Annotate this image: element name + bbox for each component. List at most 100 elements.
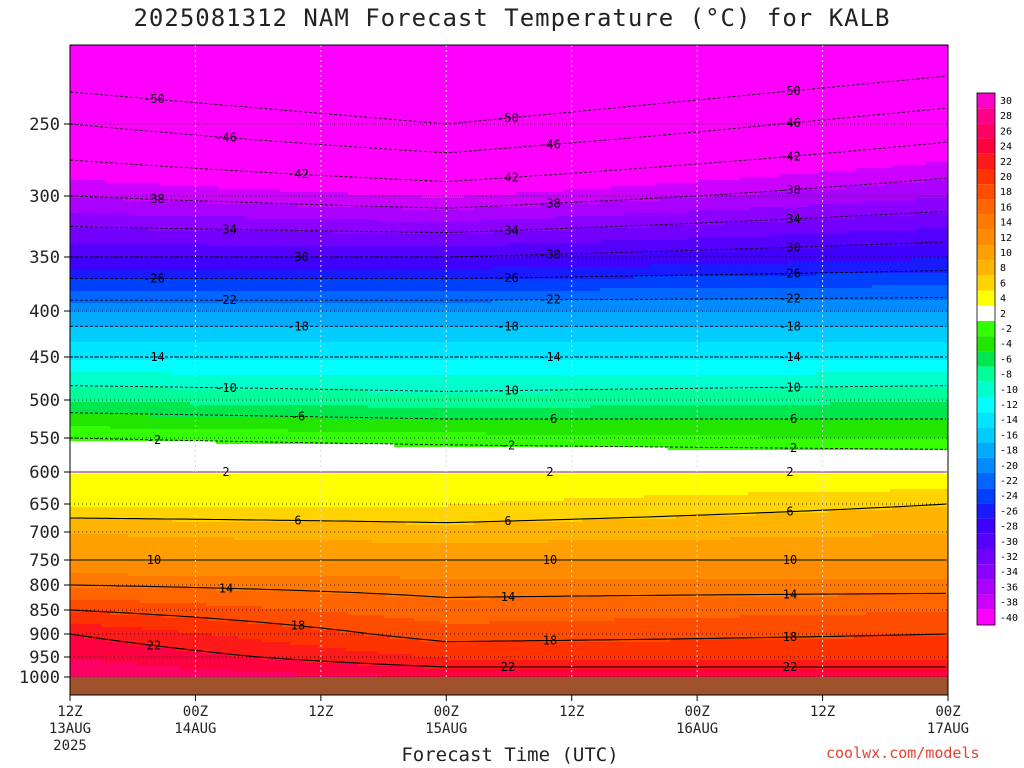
colorbar-swatch: [977, 351, 995, 367]
colorbar-label: -4: [1000, 339, 1012, 350]
contour-line: [70, 75, 947, 125]
y-tick-label: 500: [29, 391, 60, 411]
ground-bar: [70, 677, 948, 695]
colorbar-swatch: [977, 305, 995, 321]
contour-label: 14: [219, 581, 233, 595]
y-tick-label: 550: [29, 429, 60, 449]
contour-label: -14: [539, 350, 561, 364]
credit-text: coolwx.com/models: [826, 744, 980, 762]
grid-lines: [70, 45, 948, 677]
colorbar-label: 16: [1000, 202, 1012, 213]
contour-label: -46: [779, 116, 801, 130]
x-tick-label: 13AUG: [49, 721, 91, 737]
x-axis-title: Forecast Time (UTC): [401, 744, 619, 766]
colorbar-label: -20: [1000, 461, 1018, 472]
contour-label: -26: [779, 266, 801, 280]
colorbar-swatch: [977, 138, 995, 154]
colorbar-swatch: [977, 549, 995, 565]
colorbar-swatch: [977, 518, 995, 534]
x-tick-label: 12Z: [57, 704, 82, 720]
colorbar-label: 12: [1000, 233, 1012, 244]
colorbar-label: -28: [1000, 522, 1018, 533]
x-tick-label: 12Z: [308, 704, 333, 720]
colorbar-swatch: [977, 366, 995, 382]
y-tick-label: 350: [29, 248, 60, 268]
colorbar-label: -32: [1000, 552, 1018, 563]
contour-label: 14: [501, 590, 515, 604]
colorbar-swatch: [977, 579, 995, 595]
contour-label: -22: [779, 291, 801, 305]
colorbar-swatch: [977, 169, 995, 185]
contour-label: -22: [215, 293, 237, 307]
colorbar-swatch: [977, 93, 995, 109]
x-tick-label: 00Z: [684, 704, 709, 720]
contour-label: 10: [783, 553, 797, 567]
contour-label: -50: [497, 111, 519, 125]
contour-line: [70, 107, 947, 154]
y-tick-label: 250: [29, 115, 60, 135]
contour-label: -2: [147, 433, 161, 447]
colorbar-label: 2: [1000, 309, 1006, 320]
colorbar-swatch: [977, 321, 995, 337]
contour-label: -42: [497, 171, 519, 185]
x-tick-label: 00Z: [434, 704, 459, 720]
contour-label: -14: [143, 350, 165, 364]
colorbar-frame: [976, 92, 996, 626]
contour-label: 2: [786, 465, 793, 479]
colorbar-swatch: [977, 214, 995, 230]
contour-label: -2: [501, 438, 515, 452]
contour-label: -50: [779, 84, 801, 98]
contour-line: [70, 141, 947, 182]
contour-line: [70, 503, 947, 524]
colorbar-swatch: [977, 442, 995, 458]
chart-title: 2025081312 NAM Forecast Temperature (°C)…: [133, 4, 891, 32]
temperature-fill: [70, 45, 948, 677]
x-tick-label: 15AUG: [425, 721, 467, 737]
contour-line: [70, 584, 947, 599]
contour-label: -42: [287, 167, 309, 181]
colorbar-swatch: [977, 260, 995, 276]
colorbar-label: -8: [1000, 370, 1012, 381]
contour-label: 6: [294, 513, 301, 527]
contour-label: -10: [779, 380, 801, 394]
colorbar-label: -16: [1000, 430, 1018, 441]
colorbar-label: -30: [1000, 537, 1018, 548]
contour-label: 22: [501, 660, 515, 674]
y-tick-label: 300: [29, 187, 60, 207]
colorbar-label: 6: [1000, 278, 1006, 289]
colorbar-swatch: [977, 184, 995, 200]
colorbar-label: 30: [1000, 96, 1012, 107]
colorbar-label: -34: [1000, 567, 1018, 578]
colorbar-label: 8: [1000, 263, 1006, 274]
contour-line: [70, 270, 947, 280]
contour-label: 22: [783, 660, 797, 674]
colorbar-label: -18: [1000, 446, 1018, 457]
colorbar-swatch: [977, 153, 995, 169]
y-tick-label: 700: [29, 523, 60, 543]
contour-label: -46: [539, 138, 561, 152]
y-tick-label: 800: [29, 576, 60, 596]
colorbar-swatch: [977, 229, 995, 245]
y-tick-label: 400: [29, 302, 60, 322]
x-tick-label: 2025: [53, 738, 87, 754]
contour-label: 6: [504, 514, 511, 528]
colorbar-swatch: [977, 123, 995, 139]
x-tick-label: 00Z: [935, 704, 960, 720]
y-tick-label: 900: [29, 625, 60, 645]
colorbar-label: -38: [1000, 598, 1018, 609]
contour-label: 18: [783, 630, 797, 644]
contour-label: -46: [215, 131, 237, 145]
colorbar-swatch: [977, 412, 995, 428]
contour-label: -34: [497, 223, 519, 237]
colorbar-label: -10: [1000, 385, 1018, 396]
colorbar-label: 10: [1000, 248, 1012, 259]
colorbar-swatch: [977, 609, 995, 625]
contour-label: -34: [215, 222, 237, 236]
colorbar-swatch: [977, 564, 995, 580]
contour-label: 6: [786, 505, 793, 519]
contour-label: -34: [779, 212, 801, 226]
colorbar-swatch: [977, 533, 995, 549]
colorbar-label: 20: [1000, 172, 1012, 183]
contour-labels: -50 -50 -50 -46 -46 -46 -42 -42 -42 -38 -38 -38 -34 -…: [143, 84, 801, 674]
colorbar-swatch: [977, 503, 995, 519]
